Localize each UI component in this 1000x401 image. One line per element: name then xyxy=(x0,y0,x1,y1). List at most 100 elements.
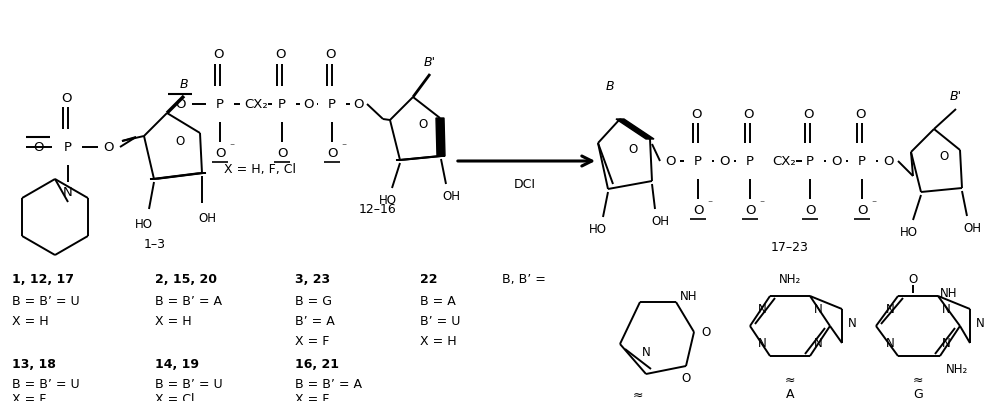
Text: B = B’ = U: B = B’ = U xyxy=(155,378,223,391)
Text: NH: NH xyxy=(680,290,698,303)
Text: 1–3: 1–3 xyxy=(144,238,166,251)
Text: O: O xyxy=(303,98,313,111)
Text: 12–16: 12–16 xyxy=(359,203,397,216)
Text: O: O xyxy=(803,107,813,120)
Text: X = Cl: X = Cl xyxy=(155,393,194,401)
Text: O: O xyxy=(691,107,701,120)
Text: 14, 19: 14, 19 xyxy=(155,358,199,371)
Text: O: O xyxy=(855,107,865,120)
Text: B = G: B = G xyxy=(295,295,332,308)
Text: OH: OH xyxy=(198,212,216,225)
Text: ⁻: ⁻ xyxy=(341,142,347,152)
Text: O: O xyxy=(693,204,703,217)
Text: ⁻: ⁻ xyxy=(759,198,765,209)
Text: N: N xyxy=(942,337,950,350)
Text: N: N xyxy=(848,317,856,330)
Text: B = B’ = A: B = B’ = A xyxy=(295,378,362,391)
Text: 3, 23: 3, 23 xyxy=(295,273,330,286)
Text: ≈: ≈ xyxy=(913,373,923,385)
Text: 17–23: 17–23 xyxy=(771,241,809,254)
Text: ≈: ≈ xyxy=(785,373,795,385)
Text: O: O xyxy=(215,147,225,160)
Text: HO: HO xyxy=(135,218,153,231)
Text: NH₂: NH₂ xyxy=(779,273,801,286)
Text: N: N xyxy=(886,303,894,316)
Text: O: O xyxy=(277,147,287,160)
Text: N: N xyxy=(63,186,73,199)
Text: NH: NH xyxy=(940,287,958,300)
Polygon shape xyxy=(616,120,654,140)
Text: P: P xyxy=(328,98,336,111)
Text: O: O xyxy=(275,49,285,61)
Text: O: O xyxy=(743,107,753,120)
Text: P: P xyxy=(806,155,814,168)
Text: G: G xyxy=(913,387,923,401)
Text: NH₂: NH₂ xyxy=(946,363,968,376)
Text: O: O xyxy=(745,204,755,217)
Polygon shape xyxy=(436,119,445,157)
Text: O: O xyxy=(665,155,675,168)
Text: HO: HO xyxy=(900,226,918,239)
Text: CX₂: CX₂ xyxy=(772,155,796,168)
Text: P: P xyxy=(746,155,754,168)
Text: P: P xyxy=(64,141,72,154)
Text: B': B' xyxy=(424,57,436,69)
Text: OH: OH xyxy=(442,190,460,203)
Text: X = H: X = H xyxy=(155,315,192,328)
Text: O: O xyxy=(33,141,43,154)
Text: O: O xyxy=(831,155,841,168)
Text: N: N xyxy=(886,337,894,350)
Text: X = F: X = F xyxy=(295,393,329,401)
Text: OH: OH xyxy=(651,215,669,228)
Text: O: O xyxy=(327,147,337,160)
Text: 1, 12, 17: 1, 12, 17 xyxy=(12,273,74,286)
Text: B’ = A: B’ = A xyxy=(295,315,335,328)
Text: O: O xyxy=(857,204,867,217)
Text: O: O xyxy=(325,49,335,61)
Text: OH: OH xyxy=(963,222,981,235)
Text: O: O xyxy=(175,135,185,148)
Text: O: O xyxy=(61,91,71,104)
Text: O: O xyxy=(628,143,638,156)
Text: 22: 22 xyxy=(420,273,438,286)
Text: B = A: B = A xyxy=(420,295,456,308)
Text: 13, 18: 13, 18 xyxy=(12,358,56,371)
Text: O: O xyxy=(175,98,185,111)
Text: CX₂: CX₂ xyxy=(244,98,268,111)
Text: O: O xyxy=(213,49,223,61)
Text: HO: HO xyxy=(379,194,397,207)
Text: X = F: X = F xyxy=(295,335,329,348)
Text: O: O xyxy=(418,118,428,131)
Text: P: P xyxy=(278,98,286,111)
Text: 2, 15, 20: 2, 15, 20 xyxy=(155,273,217,286)
Text: N: N xyxy=(758,303,766,316)
Text: N: N xyxy=(642,346,650,358)
Text: O: O xyxy=(353,98,363,111)
Text: N: N xyxy=(942,303,950,316)
Text: B: B xyxy=(180,77,188,90)
Text: B: B xyxy=(606,80,614,93)
Text: 16, 21: 16, 21 xyxy=(295,358,339,371)
Text: O: O xyxy=(939,150,949,163)
Text: O: O xyxy=(719,155,729,168)
Polygon shape xyxy=(150,174,206,180)
Text: B = B’ = U: B = B’ = U xyxy=(12,378,80,391)
Text: P: P xyxy=(694,155,702,168)
Text: HO: HO xyxy=(589,223,607,236)
Text: P: P xyxy=(216,98,224,111)
Text: ⁻: ⁻ xyxy=(229,142,235,152)
Text: ⁻: ⁻ xyxy=(871,198,877,209)
Text: N: N xyxy=(814,303,822,316)
Text: P: P xyxy=(858,155,866,168)
Text: N: N xyxy=(758,337,766,350)
Text: N: N xyxy=(814,337,822,350)
Text: X = H: X = H xyxy=(12,315,49,328)
Polygon shape xyxy=(396,157,445,160)
Text: X = F: X = F xyxy=(12,393,46,401)
Text: O: O xyxy=(805,204,815,217)
Text: X = H: X = H xyxy=(420,335,457,348)
Text: A: A xyxy=(786,387,794,401)
Text: O: O xyxy=(701,326,711,339)
Text: B, B’ =: B, B’ = xyxy=(502,273,546,286)
Text: B = B’ = U: B = B’ = U xyxy=(12,295,80,308)
